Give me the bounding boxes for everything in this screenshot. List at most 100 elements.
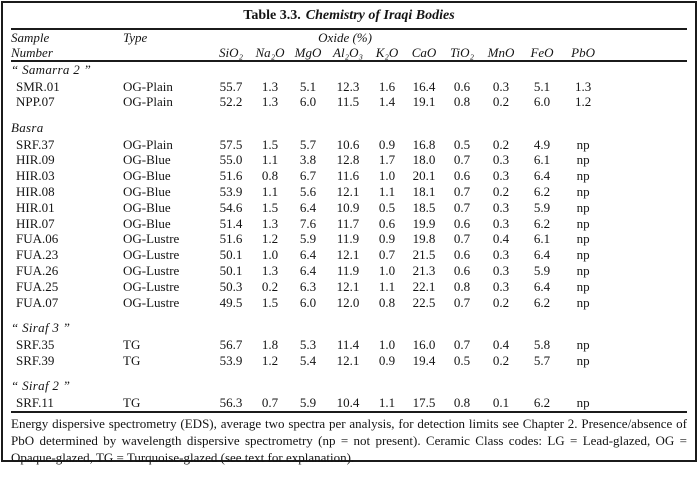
sample-number-cell: FUA.23 bbox=[16, 247, 59, 263]
value-cell: 50.3 bbox=[219, 278, 243, 294]
column-header-mno: MnO bbox=[481, 45, 521, 62]
value-cell: 0.9 bbox=[378, 136, 396, 152]
value-cell: 6.2 bbox=[533, 215, 551, 231]
spacer-cell bbox=[11, 368, 687, 378]
header-row-1: Sample Type Oxide (%) bbox=[11, 30, 687, 45]
value-cell: 0.7 bbox=[261, 394, 279, 410]
value-cell: 0.6 bbox=[378, 215, 396, 231]
value-cell: 12.1 bbox=[336, 278, 360, 294]
table-row: SMR.01 OG-Plain 55.7 1.3 5.1 12.3 1.6 16.4 0.6 0.… bbox=[11, 79, 687, 95]
group-label: “ Siraf 2 ” bbox=[11, 378, 71, 394]
value-cell: 0.7 bbox=[453, 231, 471, 247]
value-cell: 0.6 bbox=[453, 78, 471, 94]
value-cell: 53.9 bbox=[219, 352, 243, 368]
type-cell: TG bbox=[123, 394, 141, 410]
table-row: SRF.39 TG 53.9 1.2 5.4 12.1 0.9 19.4 0.5 0.2 5.7 np bbox=[11, 353, 687, 369]
value-cell: 12.1 bbox=[336, 352, 360, 368]
value-cell: 1.7 bbox=[378, 152, 396, 168]
value-cell: 18.5 bbox=[412, 199, 436, 215]
column-header-pbo: PbO bbox=[563, 45, 604, 62]
value-cell: 0.6 bbox=[453, 247, 471, 263]
sample-number-cell: SRF.37 bbox=[16, 136, 55, 152]
filler-cell bbox=[603, 395, 687, 411]
value-cell: 6.1 bbox=[533, 152, 551, 168]
value-cell: 1.1 bbox=[378, 183, 396, 199]
value-cell: 1.4 bbox=[378, 94, 396, 110]
filler-cell bbox=[603, 231, 687, 247]
filler-cell bbox=[603, 79, 687, 95]
value-cell: 5.9 bbox=[533, 199, 551, 215]
value-cell: 20.1 bbox=[412, 168, 436, 184]
value-cell: 19.1 bbox=[412, 94, 436, 110]
value-cell: 11.6 bbox=[336, 168, 360, 184]
sample-number-cell: SRF.11 bbox=[16, 394, 54, 410]
spacer-cell bbox=[11, 310, 687, 320]
value-cell: 5.3 bbox=[299, 336, 317, 352]
value-cell: 11.7 bbox=[336, 215, 360, 231]
value-cell: 12.1 bbox=[336, 183, 360, 199]
sample-number-cell: FUA.26 bbox=[16, 262, 59, 278]
value-cell: 4.9 bbox=[533, 136, 551, 152]
table-row: HIR.07 OG-Blue 51.4 1.3 7.6 11.7 0.6 19.9 0.6 0.3… bbox=[11, 216, 687, 232]
value-cell: 53.9 bbox=[219, 183, 243, 199]
filler-cell bbox=[603, 216, 687, 232]
value-cell: np bbox=[576, 215, 590, 231]
filler-cell bbox=[603, 279, 687, 295]
column-header-type: Type bbox=[123, 30, 148, 45]
column-header-feo: FeO bbox=[521, 45, 563, 62]
value-cell: 18.1 bbox=[412, 183, 436, 199]
value-cell: 0.3 bbox=[492, 278, 510, 294]
value-cell: 54.6 bbox=[219, 199, 243, 215]
value-cell: 0.1 bbox=[492, 394, 510, 410]
value-cell: 0.7 bbox=[453, 294, 471, 310]
value-cell: 1.0 bbox=[378, 262, 396, 278]
sample-number-cell: SRF.35 bbox=[16, 336, 55, 352]
value-cell: 11.9 bbox=[336, 231, 360, 247]
value-cell: 22.5 bbox=[412, 294, 436, 310]
value-cell: 0.7 bbox=[378, 247, 396, 263]
group-label: Basra bbox=[11, 120, 44, 136]
value-cell: 55.0 bbox=[219, 152, 243, 168]
table-body: “ Samarra 2 ” SMR.01 OG-Plain 55.7 1.3 5.1 12.… bbox=[11, 61, 687, 411]
table-row: HIR.03 OG-Blue 51.6 0.8 6.7 11.6 1.0 20.1 0.6 0.3… bbox=[11, 168, 687, 184]
filler-cell bbox=[603, 353, 687, 369]
value-cell: 3.8 bbox=[299, 152, 317, 168]
value-cell: 0.2 bbox=[261, 278, 279, 294]
value-cell: 51.6 bbox=[219, 168, 243, 184]
value-cell: 6.4 bbox=[533, 168, 551, 184]
table-footnote: Energy dispersive spectrometry (EDS), av… bbox=[11, 410, 687, 466]
value-cell: np bbox=[576, 262, 590, 278]
value-cell: np bbox=[576, 394, 590, 410]
value-cell: np bbox=[576, 199, 590, 215]
value-cell: 16.8 bbox=[412, 136, 436, 152]
filler-cell bbox=[603, 263, 687, 279]
value-cell: 6.3 bbox=[299, 278, 317, 294]
value-cell: 50.1 bbox=[219, 262, 243, 278]
value-cell: 22.1 bbox=[412, 278, 436, 294]
value-cell: 1.3 bbox=[261, 215, 279, 231]
column-header-mgo: MgO bbox=[289, 45, 327, 62]
value-cell: np bbox=[576, 136, 590, 152]
table-row: SRF.35 TG 56.7 1.8 5.3 11.4 1.0 16.0 0.7 0.4 5.8 np bbox=[11, 337, 687, 353]
group-header-row: “ Siraf 3 ” bbox=[11, 320, 687, 337]
value-cell: 0.2 bbox=[492, 94, 510, 110]
type-cell: OG-Lustre bbox=[123, 247, 180, 263]
sample-number-cell: HIR.01 bbox=[16, 199, 55, 215]
value-cell: 50.1 bbox=[219, 247, 243, 263]
value-cell: 11.5 bbox=[336, 94, 360, 110]
value-cell: np bbox=[576, 278, 590, 294]
value-cell: 0.3 bbox=[492, 78, 510, 94]
spacer-row bbox=[11, 368, 687, 378]
value-cell: 0.3 bbox=[492, 152, 510, 168]
value-cell: 5.9 bbox=[533, 262, 551, 278]
column-header-k2o: K₂O bbox=[369, 45, 405, 62]
value-cell: 1.5 bbox=[261, 136, 279, 152]
column-header-sample: Sample bbox=[11, 30, 50, 45]
value-cell: 1.3 bbox=[261, 94, 279, 110]
title-subject: Chemistry of Iraqi Bodies bbox=[305, 8, 455, 23]
value-cell: 0.2 bbox=[492, 352, 510, 368]
type-cell: OG-Blue bbox=[123, 215, 171, 231]
table-title: Table 3.3. Chemistry of Iraqi Bodies bbox=[11, 3, 687, 30]
value-cell: 49.5 bbox=[219, 294, 243, 310]
value-cell: 5.8 bbox=[533, 336, 551, 352]
